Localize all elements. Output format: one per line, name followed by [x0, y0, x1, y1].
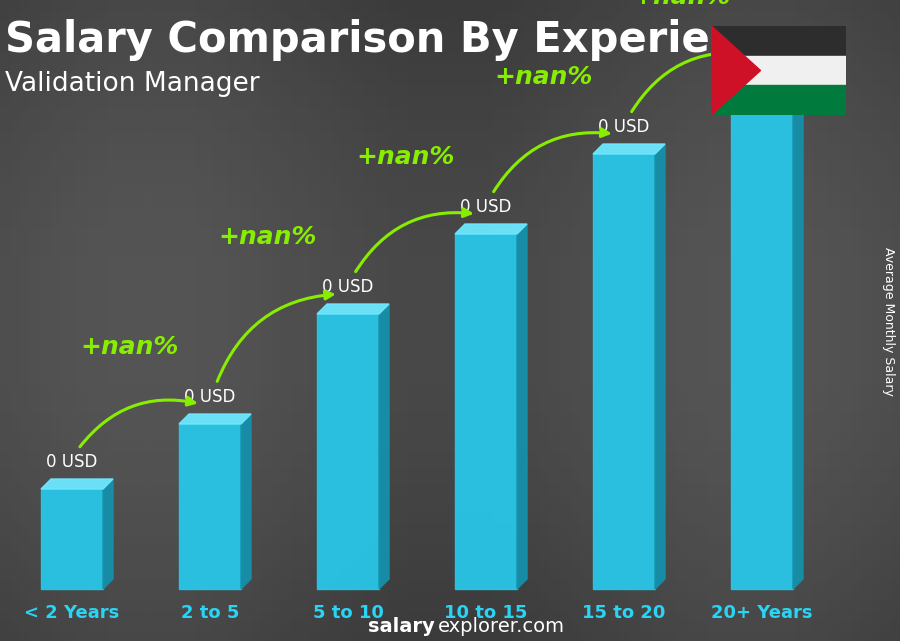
Text: +nan%: +nan% [356, 145, 454, 169]
Text: 0 USD: 0 USD [736, 38, 788, 56]
Polygon shape [711, 26, 846, 56]
Polygon shape [103, 479, 113, 589]
Polygon shape [593, 154, 655, 589]
Polygon shape [455, 224, 527, 234]
Text: +nan%: +nan% [633, 0, 731, 9]
Polygon shape [711, 56, 846, 85]
Polygon shape [41, 489, 103, 589]
Polygon shape [241, 414, 251, 589]
Polygon shape [455, 234, 517, 589]
Text: 20+ Years: 20+ Years [711, 604, 813, 622]
Polygon shape [317, 314, 379, 589]
Text: 0 USD: 0 USD [460, 198, 512, 216]
Text: 0 USD: 0 USD [598, 118, 650, 136]
Polygon shape [793, 64, 803, 589]
Polygon shape [655, 144, 665, 589]
Text: 0 USD: 0 USD [184, 388, 236, 406]
Text: explorer.com: explorer.com [438, 617, 565, 636]
Polygon shape [179, 414, 251, 424]
Text: 5 to 10: 5 to 10 [312, 604, 383, 622]
Text: 2 to 5: 2 to 5 [181, 604, 239, 622]
Text: +nan%: +nan% [219, 225, 317, 249]
Polygon shape [379, 304, 389, 589]
Polygon shape [731, 74, 793, 589]
Polygon shape [517, 224, 527, 589]
Polygon shape [317, 304, 389, 314]
Polygon shape [179, 424, 241, 589]
Text: Average Monthly Salary: Average Monthly Salary [881, 247, 895, 395]
Text: 10 to 15: 10 to 15 [445, 604, 527, 622]
Text: < 2 Years: < 2 Years [24, 604, 120, 622]
Text: 15 to 20: 15 to 20 [582, 604, 666, 622]
Polygon shape [41, 479, 113, 489]
Polygon shape [711, 26, 760, 115]
Text: Salary Comparison By Experience: Salary Comparison By Experience [5, 19, 792, 61]
Polygon shape [731, 64, 803, 74]
Text: 0 USD: 0 USD [46, 453, 98, 471]
Text: +nan%: +nan% [80, 335, 178, 359]
Polygon shape [711, 85, 846, 115]
Text: 0 USD: 0 USD [322, 278, 374, 296]
Polygon shape [593, 144, 665, 154]
Text: +nan%: +nan% [494, 65, 592, 89]
Text: Validation Manager: Validation Manager [5, 71, 259, 97]
Text: salary: salary [368, 617, 435, 636]
